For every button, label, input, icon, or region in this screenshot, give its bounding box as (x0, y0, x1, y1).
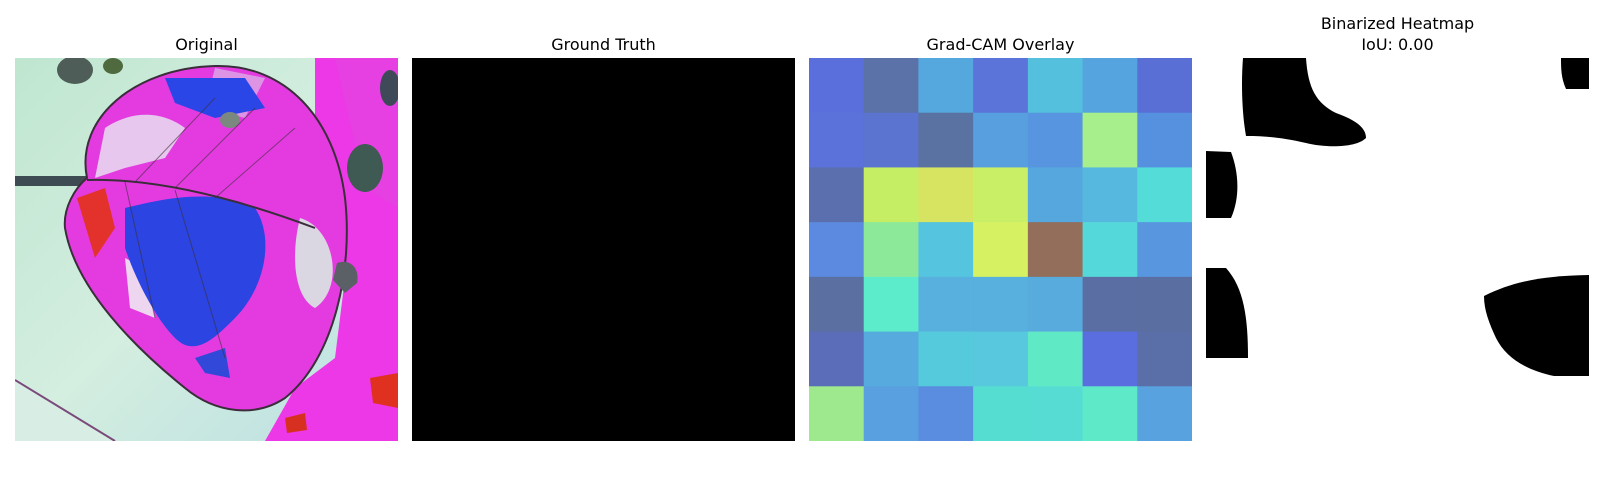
gradcam-cell-r2-c3 (973, 167, 1029, 223)
gradcam-cell-r0-c1 (863, 58, 919, 114)
gradcam-cell-r2-c4 (1027, 167, 1084, 223)
binarized-mask-drawing (1206, 58, 1589, 441)
gradcam-cell-r0-c0 (809, 58, 865, 114)
gradcam-cell-r1-c0 (809, 112, 865, 168)
ground-truth-mask (412, 58, 795, 441)
gradcam-cell-r4-c2 (918, 276, 974, 333)
panel-title-gradcam-overlay: Grad-CAM Overlay (809, 34, 1192, 55)
gradcam-cell-r6-c1 (863, 386, 919, 441)
gradcam-cell-r0-c2 (918, 58, 974, 114)
panel-title-ground-truth: Ground Truth (551, 35, 656, 54)
gradcam-cell-r1-c1 (863, 112, 919, 168)
gradcam-grid (809, 58, 1192, 441)
gradcam-cell-r2-c6 (1137, 167, 1192, 223)
gradcam-overlay-image (809, 58, 1192, 441)
gradcam-cell-r6-c5 (1082, 386, 1138, 441)
gradcam-cell-r4-c4 (1027, 276, 1084, 333)
gradcam-cell-r0-c4 (1027, 58, 1084, 114)
gradcam-cell-r3-c5 (1082, 222, 1138, 278)
gradcam-cell-r3-c2 (918, 222, 974, 278)
gradcam-cell-r3-c6 (1137, 222, 1192, 278)
gradcam-cell-r5-c1 (863, 331, 919, 387)
gradcam-cell-r5-c4 (1027, 331, 1084, 387)
original-leaf-drawing (15, 58, 398, 441)
gradcam-cell-r0-c6 (1137, 58, 1192, 114)
binarized-heatmap-image (1206, 58, 1589, 441)
gradcam-cell-r4-c0 (809, 276, 865, 333)
gradcam-cell-r5-c6 (1137, 331, 1192, 387)
gradcam-cell-r4-c6 (1137, 276, 1192, 333)
gradcam-cell-r6-c0 (809, 386, 865, 441)
gradcam-cell-r2-c5 (1082, 167, 1138, 223)
binarized-title-text: Binarized Heatmap (1320, 14, 1475, 33)
gradcam-cell-r0-c5 (1082, 58, 1138, 114)
gradcam-cell-r1-c2 (918, 112, 974, 168)
gradcam-cell-r6-c6 (1137, 386, 1192, 441)
gradcam-cell-r3-c4 (1027, 222, 1084, 278)
gradcam-cell-r2-c2 (918, 167, 974, 223)
gradcam-cell-r5-c3 (973, 331, 1029, 387)
panel-title-original: Original (175, 35, 238, 54)
gradcam-cell-r2-c0 (809, 167, 865, 223)
gradcam-cell-r4-c1 (863, 276, 919, 333)
iou-score-text: IoU: 0.00 (1361, 35, 1434, 54)
gradcam-cell-r5-c2 (918, 331, 974, 387)
gradcam-cell-r3-c1 (863, 222, 919, 278)
gradcam-cell-r6-c2 (918, 386, 974, 441)
gradcam-cell-r1-c3 (973, 112, 1029, 168)
gradcam-cell-r4-c3 (973, 276, 1029, 333)
gradcam-cell-r1-c5 (1082, 112, 1138, 168)
gradcam-cell-r1-c4 (1027, 112, 1084, 168)
gradcam-cell-r1-c6 (1137, 112, 1192, 168)
gradcam-cell-r6-c3 (973, 386, 1029, 441)
gradcam-cell-r5-c5 (1082, 331, 1138, 387)
gradcam-cell-r3-c3 (973, 222, 1029, 278)
gradcam-cell-r3-c0 (809, 222, 865, 278)
panel-title-binarized-heatmap: Binarized Heatmap IoU: 0.00 (1206, 13, 1589, 55)
gradcam-title-text: Grad-CAM Overlay (926, 35, 1075, 54)
original-leaf-image (15, 58, 398, 441)
gradcam-cell-r4-c5 (1082, 276, 1138, 333)
gradcam-cell-r5-c0 (809, 331, 865, 387)
gradcam-cell-r2-c1 (863, 167, 919, 223)
gradcam-cell-r0-c3 (973, 58, 1029, 114)
gradcam-cell-r6-c4 (1027, 386, 1084, 441)
